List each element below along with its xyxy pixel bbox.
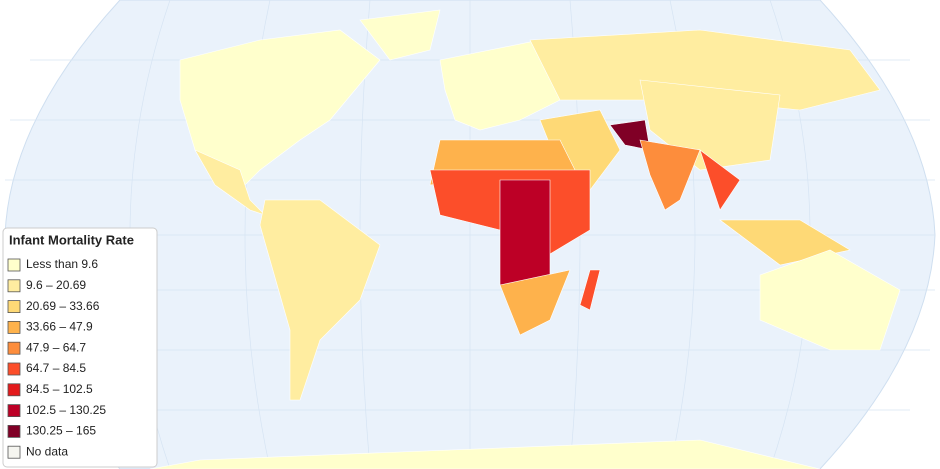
antarctica (149, 439, 821, 469)
world-map (4, 0, 936, 469)
southeast-asia (699, 149, 741, 211)
legend-swatch (7, 258, 21, 272)
legend-swatch (7, 362, 21, 376)
legend-swatch (7, 300, 21, 314)
legend-label: 64.7 – 84.5 (26, 361, 86, 375)
southern-africa (499, 269, 571, 336)
north-america (179, 29, 381, 191)
legend-swatch (7, 445, 21, 459)
madagascar (579, 269, 601, 311)
legend-swatch (7, 383, 21, 397)
russia (529, 29, 881, 111)
legend-swatch (7, 404, 21, 418)
legend-swatch (7, 424, 21, 438)
legend-label: No data (26, 444, 68, 458)
legend-label: 47.9 – 64.7 (26, 340, 86, 354)
legend-label: 102.5 – 130.25 (26, 403, 106, 417)
legend-label: 20.69 – 33.66 (26, 299, 100, 313)
legend-label: 33.66 – 47.9 (26, 320, 93, 334)
legend-label: 130.25 – 165 (26, 424, 96, 438)
legend-box (2, 227, 158, 468)
legend-swatch (7, 320, 21, 334)
legend-label: 84.5 – 102.5 (26, 382, 93, 396)
south-america (259, 199, 381, 401)
legend: Infant Mortality Rate Less than 9.6 9.6 –… (2, 227, 158, 468)
legend-label: 9.6 – 20.69 (26, 278, 86, 292)
legend-title: Infant Mortality Rate (9, 232, 134, 247)
indonesia (719, 219, 851, 266)
legend-swatch (7, 279, 21, 293)
legend-label: Less than 9.6 (26, 257, 98, 271)
legend-swatch (7, 341, 21, 355)
central-africa (499, 179, 551, 286)
australia (759, 249, 901, 351)
greenland (359, 9, 441, 61)
india (639, 139, 701, 211)
